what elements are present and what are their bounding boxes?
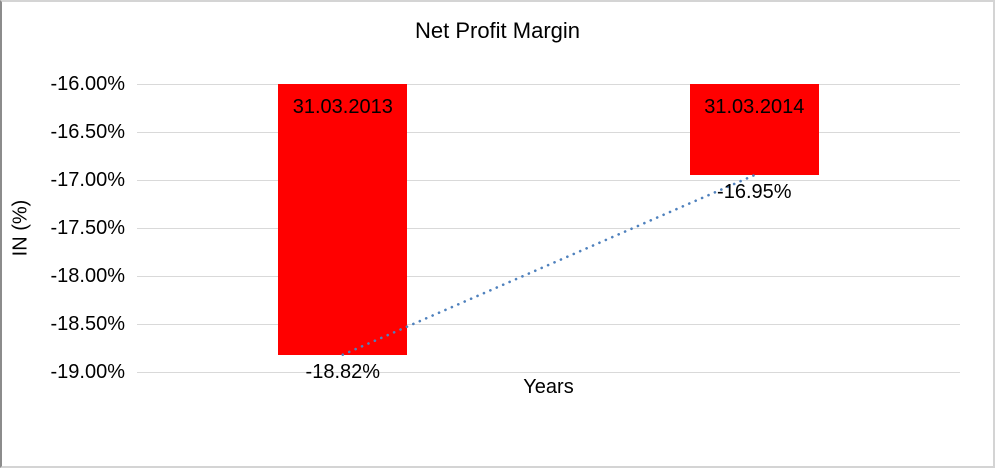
bar-category-label: 31.03.2014 (704, 96, 805, 118)
y-tick-label: -17.50% (50, 217, 126, 239)
value-label: -18.82% (305, 360, 381, 383)
y-tick-label: -17.00% (50, 169, 126, 191)
y-tick-label: -19.00% (50, 361, 126, 383)
y-tick-label: -18.00% (50, 265, 126, 287)
gridline (137, 180, 960, 181)
gridline (137, 324, 960, 325)
chart-title: Net Profit Margin (414, 18, 581, 43)
y-tick-label: -18.50% (50, 313, 126, 335)
gridline (137, 372, 960, 373)
y-tick-label: -16.00% (50, 73, 126, 95)
bar: 31.03.2013 (278, 84, 408, 355)
y-tick-label: -16.50% (50, 121, 126, 143)
gridline (137, 132, 960, 133)
x-axis-title: Years (523, 376, 574, 398)
y-axis-title: IN (%) (9, 199, 32, 257)
bar: 31.03.2014 (689, 84, 819, 176)
gridline (137, 276, 960, 277)
gridline (137, 84, 960, 85)
gridline (137, 228, 960, 229)
value-label: -16.95% (717, 181, 792, 204)
bar-category-label: 31.03.2013 (292, 96, 393, 118)
